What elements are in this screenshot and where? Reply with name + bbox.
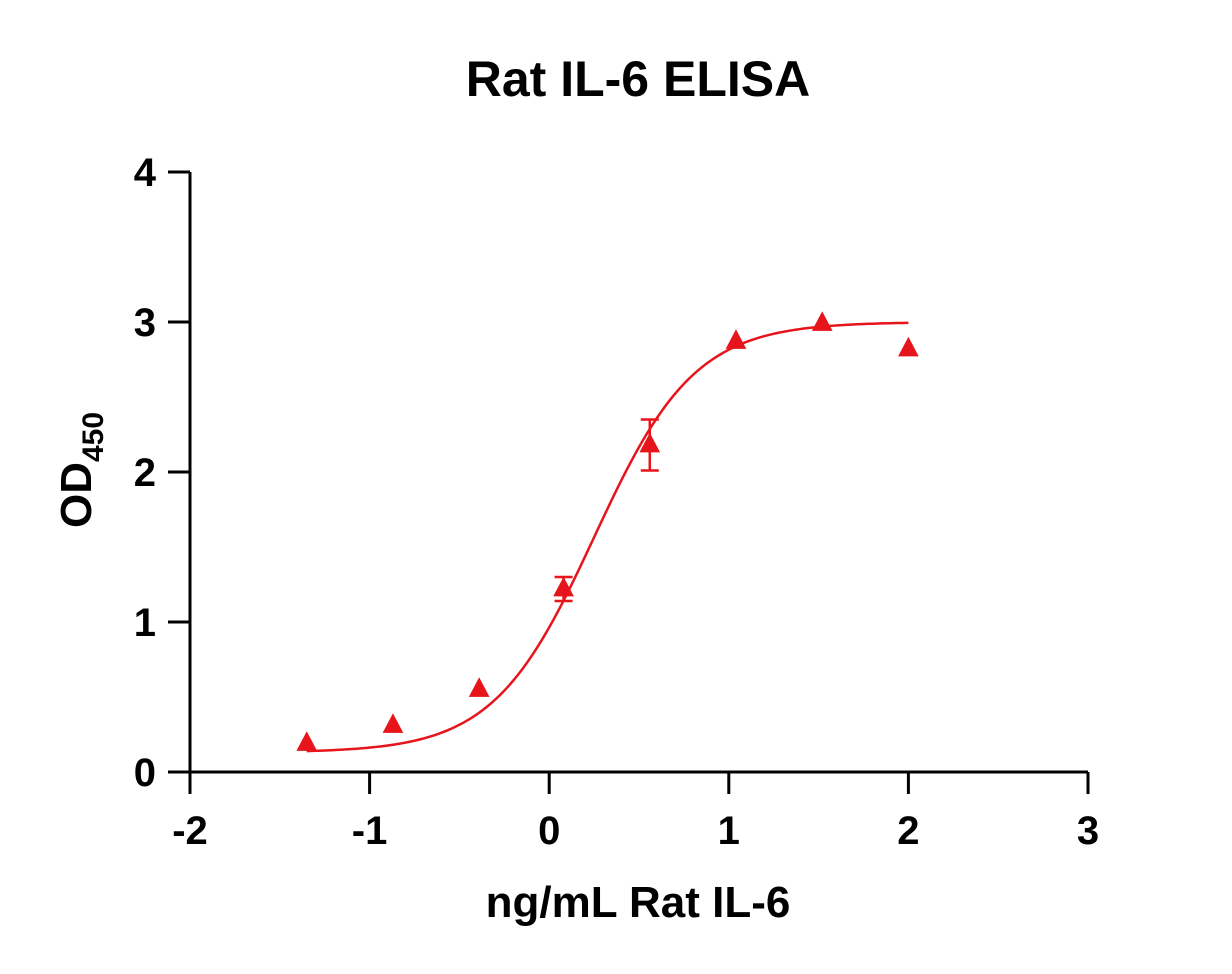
x-tick-label: 0 xyxy=(538,809,560,853)
data-point-triangle xyxy=(553,576,574,597)
fit-curve xyxy=(306,321,909,753)
x-tick-label: 3 xyxy=(1077,809,1099,853)
x-tick-label: 2 xyxy=(897,809,919,853)
data-point-triangle xyxy=(725,329,747,349)
y-axis-label-subscript: 450 xyxy=(77,412,110,462)
data-points xyxy=(296,311,919,751)
y-axis-label-main: OD xyxy=(52,462,101,528)
y-tick-label: 2 xyxy=(134,451,156,495)
y-axis-label: OD450 xyxy=(52,412,110,528)
x-axis: -2 -1 0 1 2 3 xyxy=(172,770,1099,853)
y-tick-label: 1 xyxy=(134,601,156,645)
x-tick-label: -1 xyxy=(352,809,388,853)
y-tick-label: 3 xyxy=(134,301,156,345)
y-axis: 0 1 2 3 4 xyxy=(134,151,192,795)
data-point-triangle xyxy=(468,677,490,697)
data-point-triangle xyxy=(639,432,661,453)
x-tick-label: -2 xyxy=(172,809,208,853)
chart-title: Rat IL-6 ELISA xyxy=(466,51,810,107)
data-point-triangle xyxy=(811,311,833,331)
x-axis-label: ng/mL Rat IL-6 xyxy=(486,878,791,927)
y-tick-label: 4 xyxy=(134,151,157,195)
y-tick-label: 0 xyxy=(134,751,156,795)
data-point-triangle xyxy=(296,731,318,751)
data-point-triangle xyxy=(898,336,919,357)
x-tick-label: 1 xyxy=(718,809,740,853)
data-point-triangle xyxy=(382,713,404,733)
fit-curves xyxy=(306,321,909,753)
